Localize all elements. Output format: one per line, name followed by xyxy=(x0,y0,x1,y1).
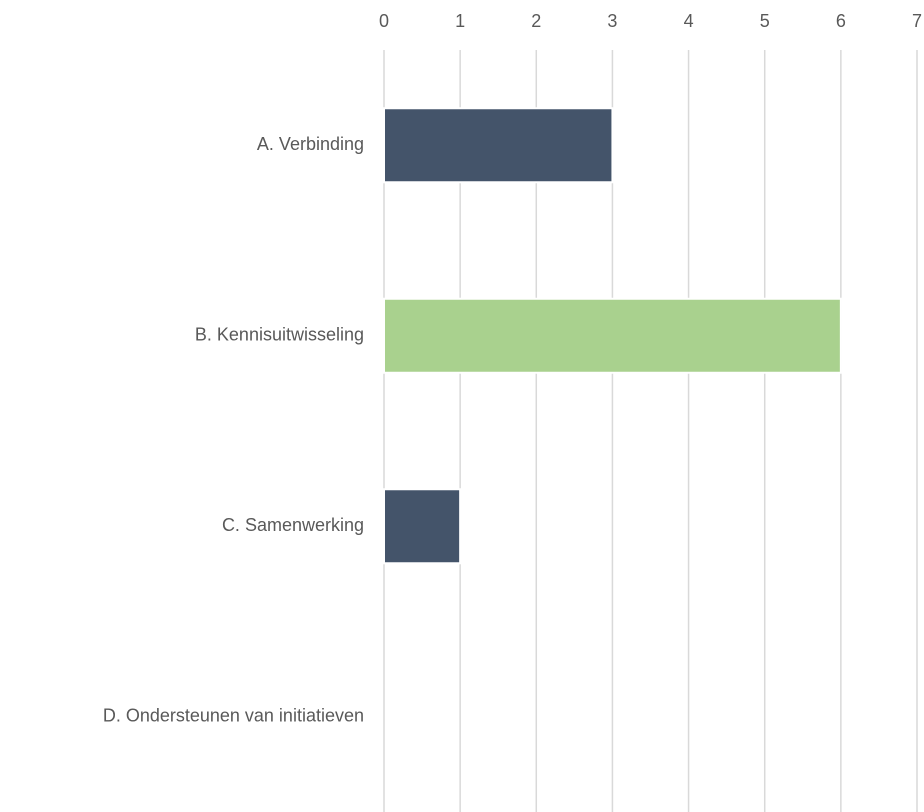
x-tick-label: 1 xyxy=(455,11,465,31)
x-tick-label: 4 xyxy=(684,11,694,31)
x-tick-label: 7 xyxy=(912,11,922,31)
x-tick-label: 0 xyxy=(379,11,389,31)
y-tick-label: B. Kennisuitwisseling xyxy=(195,325,364,345)
bar xyxy=(383,488,462,565)
x-tick-label: 6 xyxy=(836,11,846,31)
bar xyxy=(383,107,614,184)
x-tick-label: 5 xyxy=(760,11,770,31)
y-tick-label: D. Ondersteunen van initiatieven xyxy=(103,706,364,726)
x-tick-label: 3 xyxy=(607,11,617,31)
x-tick-label: 2 xyxy=(531,11,541,31)
y-tick-label: A. Verbinding xyxy=(257,134,364,154)
bar xyxy=(383,297,842,374)
y-tick-label: C. Samenwerking xyxy=(222,515,364,535)
